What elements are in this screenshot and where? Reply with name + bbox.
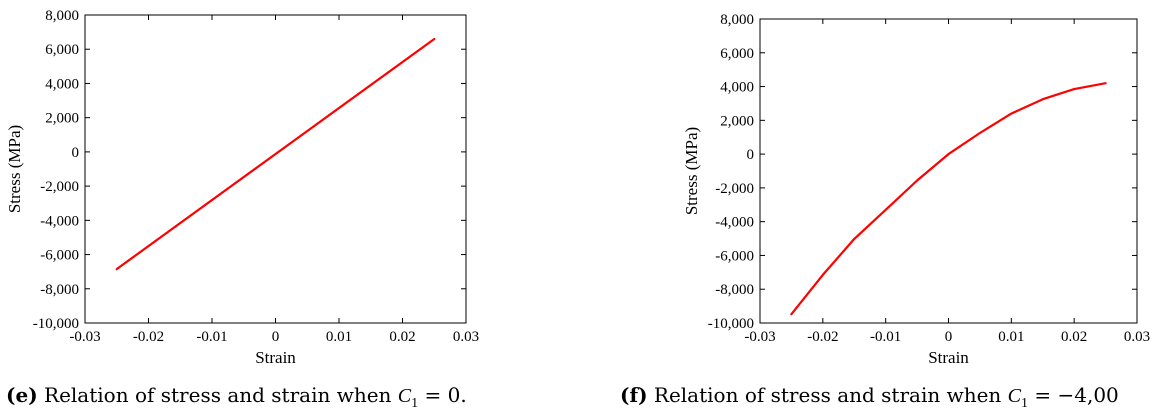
y-tick-label: -2,000	[715, 181, 754, 197]
y-tick-label: 8,000	[45, 8, 79, 24]
series-line-0	[790, 82, 1107, 316]
chart-e: -0.03 -0.02 -0.01 0 0.01 0.02 0.03 8,000 6,000 4,…	[5, 8, 479, 367]
chart-f: -0.03 -0.02 -0.01 0 0.01 0.02 0.03 8,000 6,000 4,…	[682, 12, 1150, 367]
y-tick-label: -4,000	[715, 215, 754, 231]
caption-variable: C	[1007, 385, 1022, 407]
x-axis-title: Strain	[255, 348, 296, 367]
caption-text: Relation of stress and strain when	[647, 383, 1008, 407]
y-tick-label: 4,000	[720, 80, 754, 96]
chart-panel-e: -0.03 -0.02 -0.01 0 0.01 0.02 0.03 8,000 6,000 4,…	[0, 0, 560, 417]
y-tick-label: 6,000	[720, 46, 754, 62]
y-tick-label: -10,000	[33, 316, 79, 332]
x-tick-label: 0.02	[1061, 329, 1087, 345]
caption-text: Relation of stress and strain when	[37, 383, 398, 407]
caption-subscript: 1	[1021, 396, 1029, 411]
caption-letter: (e)	[6, 383, 38, 407]
x-tick-label: 0.03	[1124, 329, 1150, 345]
x-tick-label: 0.01	[326, 329, 352, 345]
y-tick-label: 8,000	[720, 12, 754, 28]
x-tick-label: 0.01	[998, 329, 1024, 345]
y-tick-label: -2,000	[40, 179, 79, 195]
y-tick-label: -6,000	[40, 248, 79, 264]
plot-frame	[759, 18, 1138, 324]
x-tick-label: 0	[945, 329, 953, 345]
x-tick-label: -0.03	[744, 329, 775, 345]
x-tick-label: -0.01	[870, 329, 901, 345]
caption-letter: (f)	[620, 383, 648, 407]
caption-tail: = −4,00	[1028, 383, 1119, 407]
caption-tail: = 0.	[418, 383, 467, 407]
caption-f: (f) Relation of stress and strain when C…	[620, 383, 1167, 412]
chart-panel-f: -0.03 -0.02 -0.01 0 0.01 0.02 0.03 8,000 6,000 4,…	[620, 0, 1167, 417]
y-axis-title: Stress (MPa)	[5, 125, 24, 213]
y-tick-label: -10,000	[708, 316, 754, 332]
y-tick-label: 2,000	[45, 111, 79, 127]
y-tick-label: -4,000	[40, 213, 79, 229]
x-tick-label: 0.02	[389, 329, 415, 345]
x-axis-title: Strain	[928, 348, 969, 367]
caption-e: (e) Relation of stress and strain when C…	[6, 383, 467, 412]
x-tick-label: 0	[272, 329, 280, 345]
series-line-0	[115, 37, 436, 271]
y-tick-label: 2,000	[720, 113, 754, 129]
y-tick-label: 4,000	[45, 76, 79, 92]
caption-subscript: 1	[411, 396, 419, 411]
x-tick-label: -0.01	[196, 329, 227, 345]
y-tick-label: 0	[747, 147, 755, 163]
y-tick-label: -8,000	[40, 282, 79, 298]
y-axis-title: Stress (MPa)	[682, 127, 701, 215]
y-tick-label: -8,000	[715, 282, 754, 298]
x-tick-label: 0.03	[453, 329, 479, 345]
x-tick-label: -0.03	[69, 329, 100, 345]
x-tick-label: -0.02	[133, 329, 164, 345]
y-tick-label: 6,000	[45, 42, 79, 58]
caption-variable: C	[397, 385, 412, 407]
y-tick-label: -6,000	[715, 248, 754, 264]
y-tick-label: 0	[72, 145, 80, 161]
x-tick-label: -0.02	[807, 329, 838, 345]
plot-frame	[84, 14, 467, 324]
